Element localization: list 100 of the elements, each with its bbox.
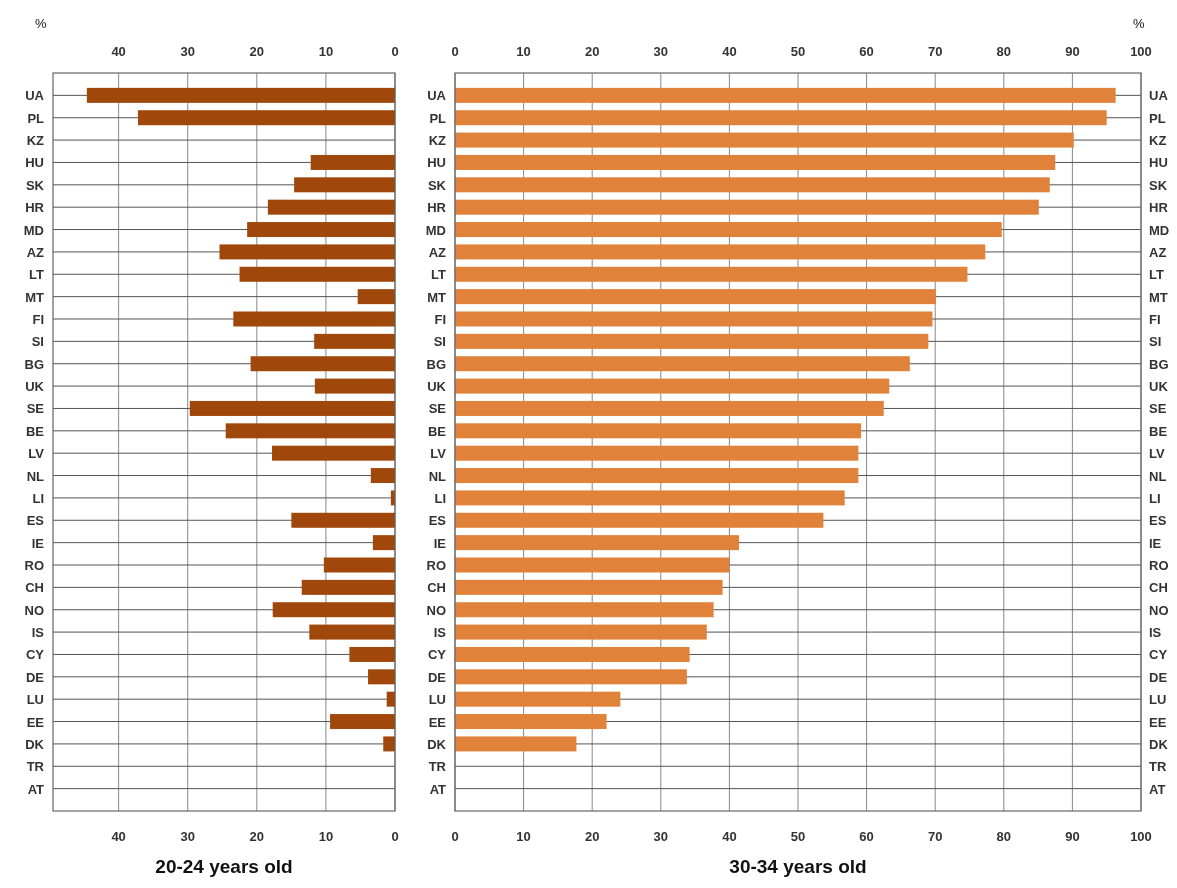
y-tick-label: SE — [1149, 401, 1167, 417]
y-tick-label: UA — [25, 88, 45, 104]
y2-tick-label: BG — [426, 356, 446, 372]
x-tick-label: 50 — [790, 44, 806, 59]
y-tick-label: HU — [1149, 155, 1168, 171]
text: 20-24 years old — [155, 856, 293, 877]
y2-tick-label: NL — [428, 468, 447, 484]
x2-tick-label: 20 — [249, 829, 265, 844]
bar — [294, 177, 395, 193]
x-tick-label: 30 — [653, 44, 669, 59]
y2-tick-label: DE — [427, 669, 447, 685]
y2-tick-label: AZ — [428, 244, 447, 260]
bar — [267, 199, 395, 215]
bar — [272, 602, 395, 618]
bar — [239, 266, 395, 282]
y2-tick-label: PL — [429, 110, 447, 126]
x-tick-label: 0 — [451, 44, 459, 59]
x-tick-label: 40 — [111, 44, 126, 59]
y2-tick-label: CY — [427, 647, 447, 663]
y-tick-label: DE — [25, 669, 45, 685]
y-tick-label: NO — [1149, 602, 1169, 618]
y-tick-label: CH — [25, 580, 44, 596]
y-tick-label: KZ — [26, 133, 45, 149]
bar — [455, 691, 621, 707]
bar — [455, 624, 707, 640]
y-tick-label: UK — [1149, 379, 1169, 395]
text: 30-34 years old — [729, 856, 867, 877]
y-tick-label: LV — [1149, 446, 1165, 462]
bar — [455, 110, 1107, 126]
y-tick-label: HR — [25, 200, 45, 216]
x-tick-label: 60 — [859, 44, 874, 59]
bar — [455, 311, 933, 327]
bar — [233, 311, 395, 327]
y2-tick-label: SI — [433, 334, 446, 350]
bar — [455, 490, 845, 506]
y2-tick-label: HR — [427, 200, 447, 216]
x2-tick-label: 30 — [653, 829, 669, 844]
y-tick-label: HR — [1149, 200, 1169, 216]
y-tick-label: LI — [1149, 490, 1161, 506]
x-tick-label: 100 — [1130, 44, 1152, 59]
x2-tick-label: 90 — [1065, 829, 1080, 844]
bar — [368, 669, 395, 685]
bar — [372, 535, 395, 551]
y2-tick-label: SE — [428, 401, 447, 417]
y-tick-label: PL — [27, 110, 45, 126]
y2-tick-label: LU — [428, 692, 446, 708]
y-tick-label: KZ — [1149, 133, 1167, 149]
y-tick-label: UK — [25, 379, 45, 395]
bar — [323, 557, 395, 573]
y-tick-label: TR — [26, 759, 45, 775]
y2-tick-label: FI — [434, 312, 446, 327]
y-tick-label: ES — [26, 513, 45, 529]
y2-tick-label: AT — [429, 781, 447, 797]
x2-tick-label: 80 — [996, 829, 1012, 844]
y2-tick-label: SK — [427, 177, 447, 193]
bar — [310, 154, 395, 170]
y2-tick-label: KZ — [428, 133, 447, 149]
y-tick-label: RO — [24, 558, 44, 573]
x2-tick-label: 50 — [790, 829, 806, 844]
bar — [247, 222, 395, 238]
bar — [349, 646, 395, 662]
y-tick-label: MT — [1149, 289, 1168, 305]
x-tick-label: 20 — [584, 44, 600, 59]
y2-tick-label: DK — [427, 736, 447, 752]
bar — [455, 557, 730, 573]
y2-tick-label: EE — [428, 714, 447, 730]
x2-tick-label: 20 — [584, 829, 600, 844]
bar — [272, 445, 395, 461]
y-tick-label: NL — [26, 468, 45, 484]
y-tick-label: LT — [1149, 267, 1164, 283]
x-axis-title: % — [35, 16, 47, 31]
y2-tick-label: HU — [427, 155, 446, 171]
y-tick-label: CY — [25, 647, 45, 663]
y-tick-label: SI — [31, 334, 44, 350]
y-tick-label: HU — [25, 155, 44, 171]
bar — [455, 333, 929, 349]
y-tick-label: MD — [23, 222, 44, 238]
bar — [455, 646, 690, 662]
y-tick-label: LU — [1149, 692, 1167, 708]
x-tick-label: 20 — [249, 44, 265, 59]
x-tick-label: 10 — [318, 44, 334, 59]
y-tick-label: CH — [1149, 580, 1168, 596]
y-tick-label: RO — [1149, 558, 1169, 573]
bar — [455, 423, 862, 439]
bar — [455, 289, 936, 305]
y-tick-label: LI — [32, 490, 44, 506]
bar — [455, 199, 1039, 215]
y2-tick-label: IE — [433, 535, 447, 551]
bar — [455, 512, 824, 528]
x2-tick-label: 70 — [927, 829, 943, 844]
y-tick-label: BG — [24, 356, 44, 372]
bar — [137, 110, 395, 126]
y-tick-label: AT — [1149, 781, 1166, 797]
y-tick-label: CY — [1149, 647, 1168, 663]
bar — [455, 244, 986, 260]
y2-tick-label: MD — [425, 222, 446, 238]
y-tick-label: TR — [1149, 759, 1167, 775]
x2-tick-label: 10 — [516, 829, 531, 844]
bar — [455, 400, 884, 416]
x-tick-label: 10 — [516, 44, 531, 59]
